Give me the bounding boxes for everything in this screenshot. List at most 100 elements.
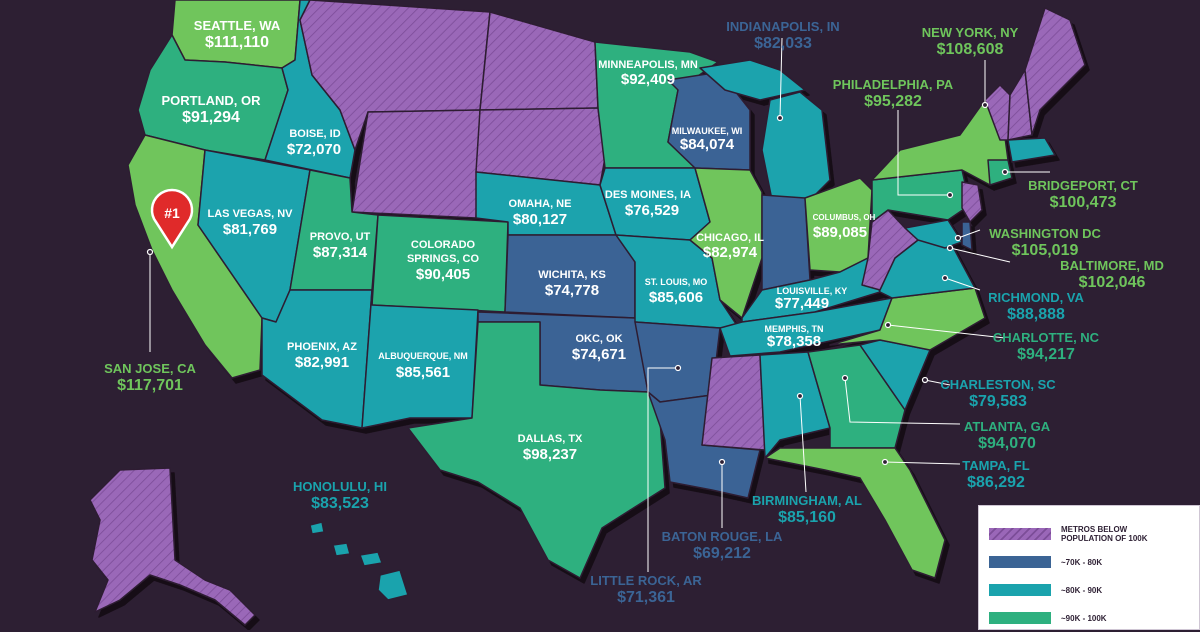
- state-la: [647, 391, 761, 499]
- state-nj: [961, 181, 983, 223]
- columbus-salary: $89,085: [813, 224, 867, 241]
- new-york-city: NEW YORK, NY: [922, 25, 1019, 40]
- new-york-salary: $108,608: [937, 41, 1004, 58]
- alaska: [89, 467, 256, 626]
- minneapolis-salary: $92,409: [621, 71, 675, 88]
- callout-labels: SEATTLE, WA $111,110 PORTLAND, OR $91,29…: [104, 18, 1164, 606]
- rank-one-pin: #1: [150, 188, 194, 250]
- wichita-salary: $74,778: [545, 282, 599, 299]
- chicago-salary: $82,974: [703, 244, 758, 261]
- hawaii-oahu: [332, 542, 351, 557]
- st-louis-city: ST. LOUIS, MO: [645, 277, 708, 287]
- legend-swatch: [989, 584, 1051, 596]
- legend-label: ~70K - 80K: [1061, 557, 1103, 567]
- legend-item-90-100k: ~90K - 100K: [989, 604, 1189, 632]
- indianapolis-salary: $82,033: [754, 35, 812, 52]
- baltimore-salary: $102,046: [1079, 274, 1146, 291]
- pin-rank-label: #1: [164, 205, 180, 221]
- hawaii-big-island: [377, 569, 409, 601]
- state-ny: [871, 99, 1009, 186]
- tampa-city: TAMPA, FL: [962, 458, 1029, 473]
- seattle-salary: $111,110: [205, 34, 269, 51]
- state-il: [689, 167, 763, 319]
- louisville-salary: $77,449: [775, 295, 829, 312]
- wichita-city: WICHITA, KS: [538, 269, 606, 281]
- charlotte-city: CHARLOTTE, NC: [993, 330, 1100, 345]
- state-sd: [475, 107, 606, 186]
- las-vegas-city: LAS VEGAS, NV: [208, 208, 294, 220]
- albuquerque-city: ALBUQUERQUE, NM: [378, 351, 468, 361]
- state-al: [759, 351, 831, 459]
- honolulu-city: HONOLULU, HI: [293, 479, 387, 494]
- hawaii-kauai: [309, 521, 325, 535]
- state-ma: [1007, 137, 1056, 163]
- state-me: [1024, 7, 1086, 136]
- las-vegas-salary: $81,769: [223, 221, 277, 238]
- charleston-city: CHARLESTON, SC: [940, 377, 1056, 392]
- columbus-city: COLUMBUS, OH: [813, 213, 876, 222]
- birmingham-city: BIRMINGHAM, AL: [752, 493, 862, 508]
- okc-city: OKC, OK: [575, 333, 622, 345]
- inner-labels: BOISE, ID $72,070 LAS VEGAS, NV $81,769 …: [208, 59, 876, 463]
- state-mi: [761, 91, 831, 201]
- milwaukee-salary: $84,074: [680, 136, 735, 153]
- atlanta-salary: $94,070: [978, 435, 1036, 452]
- tampa-salary: $86,292: [967, 474, 1025, 491]
- legend-swatch: [989, 612, 1051, 624]
- little-rock-city: LITTLE ROCK, AR: [590, 573, 702, 588]
- albuquerque-salary: $85,561: [396, 364, 450, 381]
- phoenix-city: PHOENIX, AZ: [287, 341, 357, 353]
- st-louis-salary: $85,606: [649, 289, 703, 306]
- bridgeport-salary: $100,473: [1050, 194, 1117, 211]
- birmingham-salary: $85,160: [778, 509, 836, 526]
- atlanta-city: ATLANTA, GA: [964, 419, 1051, 434]
- memphis-salary: $78,358: [767, 333, 821, 350]
- contiguous-us: [127, 0, 1086, 579]
- richmond-city: RICHMOND, VA: [988, 290, 1084, 305]
- state-ak: [89, 467, 256, 626]
- boise-salary: $72,070: [287, 141, 341, 158]
- des-moines-city: DES MOINES, IA: [605, 189, 691, 201]
- legend-label: ~90K - 100K: [1061, 613, 1107, 623]
- colorado-springs-city-line2: SPRINGS, CO: [407, 253, 480, 265]
- legend-swatch: [989, 556, 1051, 568]
- san-jose-salary: $117,701: [117, 377, 183, 394]
- provo-salary: $87,314: [313, 244, 368, 261]
- philadelphia-salary: $95,282: [864, 93, 922, 110]
- state-md: [904, 219, 963, 249]
- minneapolis-city: MINNEAPOLIS, MN: [598, 59, 698, 71]
- indianapolis-city: INDIANAPOLIS, IN: [726, 19, 839, 34]
- charlotte-salary: $94,217: [1017, 346, 1075, 363]
- colorado-springs-salary: $90,405: [416, 266, 470, 283]
- legend-label: ~80K - 90K: [1061, 585, 1103, 595]
- boise-city: BOISE, ID: [289, 128, 340, 140]
- little-rock-salary: $71,361: [617, 589, 675, 606]
- legend: METROS BELOW POPULATION OF 100K ~70K - 8…: [978, 505, 1200, 630]
- state-wy: [351, 109, 481, 219]
- philadelphia-city: PHILADELPHIA, PA: [833, 77, 954, 92]
- portland-salary: $91,294: [182, 109, 240, 126]
- dallas-salary: $98,237: [523, 446, 577, 463]
- leader-lines: [146, 37, 1050, 572]
- washington-dc-city: WASHINGTON DC: [989, 226, 1101, 241]
- state-mi-up: [699, 59, 806, 101]
- hawaii: [309, 521, 409, 601]
- provo-city: PROVO, UT: [310, 231, 371, 243]
- state-fl: [764, 447, 946, 579]
- state-de: [961, 221, 973, 251]
- charleston-salary: $79,583: [969, 393, 1027, 410]
- omaha-salary: $80,127: [513, 211, 567, 228]
- legend-item-70-80k: ~70K - 80K: [989, 548, 1189, 576]
- honolulu-salary: $83,523: [311, 495, 369, 512]
- colorado-springs-city-line1: COLORADO: [411, 239, 476, 251]
- legend-swatch-hatched: [989, 528, 1051, 540]
- state-tx: [407, 321, 666, 579]
- des-moines-salary: $76,529: [625, 202, 679, 219]
- state-in: [761, 194, 811, 291]
- state-nc: [829, 287, 986, 351]
- state-ms: [701, 354, 766, 451]
- phoenix-salary: $82,991: [295, 354, 349, 371]
- san-jose-city: SAN JOSE, CA: [104, 361, 196, 376]
- memphis-city: MEMPHIS, TN: [764, 324, 823, 334]
